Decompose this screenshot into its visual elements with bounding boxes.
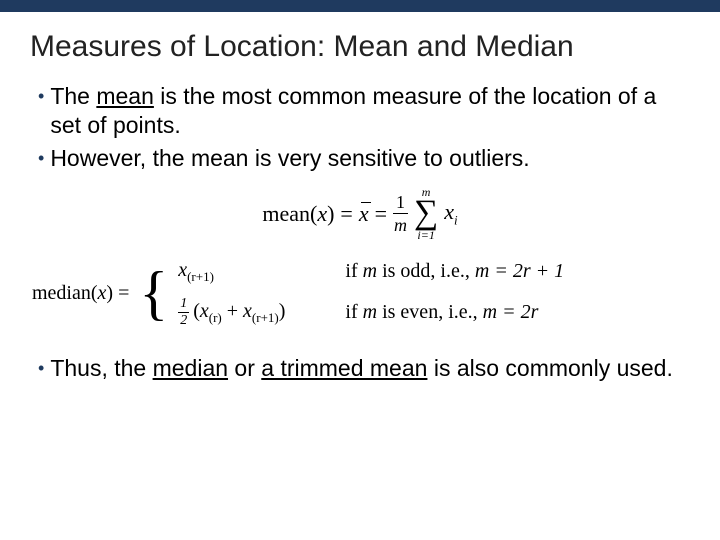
term-sub: i — [454, 212, 458, 227]
mean-eq2: = — [375, 201, 387, 227]
bullet-1-text: The mean is the most common measure of t… — [50, 82, 690, 140]
median-formula: median(x) = { x(r+1) if m is odd, i.e., … — [30, 259, 690, 328]
sum-term: xi — [444, 199, 457, 228]
slide-body: Measures of Location: Mean and Median • … — [0, 12, 720, 383]
bullet-dot-icon: • — [38, 82, 44, 110]
xbar: x — [359, 201, 369, 227]
c1-m: m — [363, 260, 377, 282]
b1-pre: The — [50, 83, 96, 109]
c1-sub: (r+1) — [187, 269, 214, 284]
term-base: x — [444, 199, 454, 224]
half-num: 1 — [178, 297, 189, 313]
c2-t1s: (r) — [209, 310, 222, 325]
c2-t2s: (r+1) — [252, 310, 279, 325]
bullet-1: • The mean is the most common measure of… — [38, 82, 690, 140]
mean-frac-den: m — [394, 214, 407, 234]
b3-mid: or — [228, 355, 261, 381]
c1-pre: if — [345, 260, 362, 282]
c2-pre: if — [345, 301, 362, 323]
half-den: 2 — [180, 313, 187, 328]
mean-frac: 1 m — [393, 193, 408, 234]
c2-plus: + — [222, 300, 243, 322]
c1-base: x — [178, 259, 187, 281]
median-lhs-group: median(x) = — [32, 282, 129, 305]
b3-u2: a trimmed mean — [261, 355, 427, 381]
sum-bot: i=1 — [417, 229, 434, 241]
c1-eq: m = 2r + 1 — [475, 260, 564, 282]
mean-formula-block: mean(x) = x = 1 m m ∑ i=1 xi — [30, 186, 690, 241]
case1-cond: if m is odd, i.e., m = 2r + 1 — [345, 260, 564, 283]
mean-var: x — [317, 201, 327, 226]
left-brace-icon: { — [139, 266, 168, 320]
b3-u1: median — [153, 355, 228, 381]
slide-title: Measures of Location: Mean and Median — [30, 30, 690, 64]
median-close: ) = — [106, 282, 129, 304]
top-accent-bar — [0, 0, 720, 12]
bullet-dot-icon: • — [38, 354, 44, 382]
bullets-bottom: • Thus, the median or a trimmed mean is … — [30, 354, 690, 383]
c2-t1b: x — [200, 300, 209, 322]
mean-lhs: mean( — [262, 201, 317, 226]
b3-post: is also commonly used. — [427, 355, 672, 381]
mean-close: ) — [327, 201, 334, 226]
case1-expr: x(r+1) — [178, 259, 285, 285]
c2-t2b: x — [243, 300, 252, 322]
bullets-top: • The mean is the most common measure of… — [30, 82, 690, 172]
median-cases: x(r+1) if m is odd, i.e., m = 2r + 1 1 2… — [178, 259, 564, 328]
b3-pre: Thus, the — [50, 355, 152, 381]
sum-symbol: m ∑ i=1 — [414, 186, 438, 241]
bullet-2-text: However, the mean is very sensitive to o… — [50, 144, 529, 173]
mean-formula: mean(x) = x = 1 m m ∑ i=1 xi — [262, 186, 457, 241]
case2-expr: 1 2 (x(r) + x(r+1)) — [178, 297, 285, 328]
bullet-3-text: Thus, the median or a trimmed mean is al… — [50, 354, 673, 383]
half-frac: 1 2 — [178, 297, 189, 328]
c2-open: ( — [193, 300, 200, 322]
mean-eq1: = — [340, 201, 352, 227]
bullet-3: • Thus, the median or a trimmed mean is … — [38, 354, 690, 383]
sigma-icon: ∑ — [414, 198, 438, 229]
case2-cond: if m is even, i.e., m = 2r — [345, 301, 564, 324]
bullet-2: • However, the mean is very sensitive to… — [38, 144, 690, 173]
c2-m: m — [363, 301, 377, 323]
mean-frac-num: 1 — [393, 193, 408, 214]
median-lhs: median( — [32, 282, 98, 304]
c2-eq: m = 2r — [483, 301, 539, 323]
c1-mid: is odd, i.e., — [377, 260, 475, 282]
c2-close: ) — [279, 300, 286, 322]
bullet-dot-icon: • — [38, 144, 44, 172]
c2-mid: is even, i.e., — [377, 301, 483, 323]
b1-underlined: mean — [96, 83, 154, 109]
